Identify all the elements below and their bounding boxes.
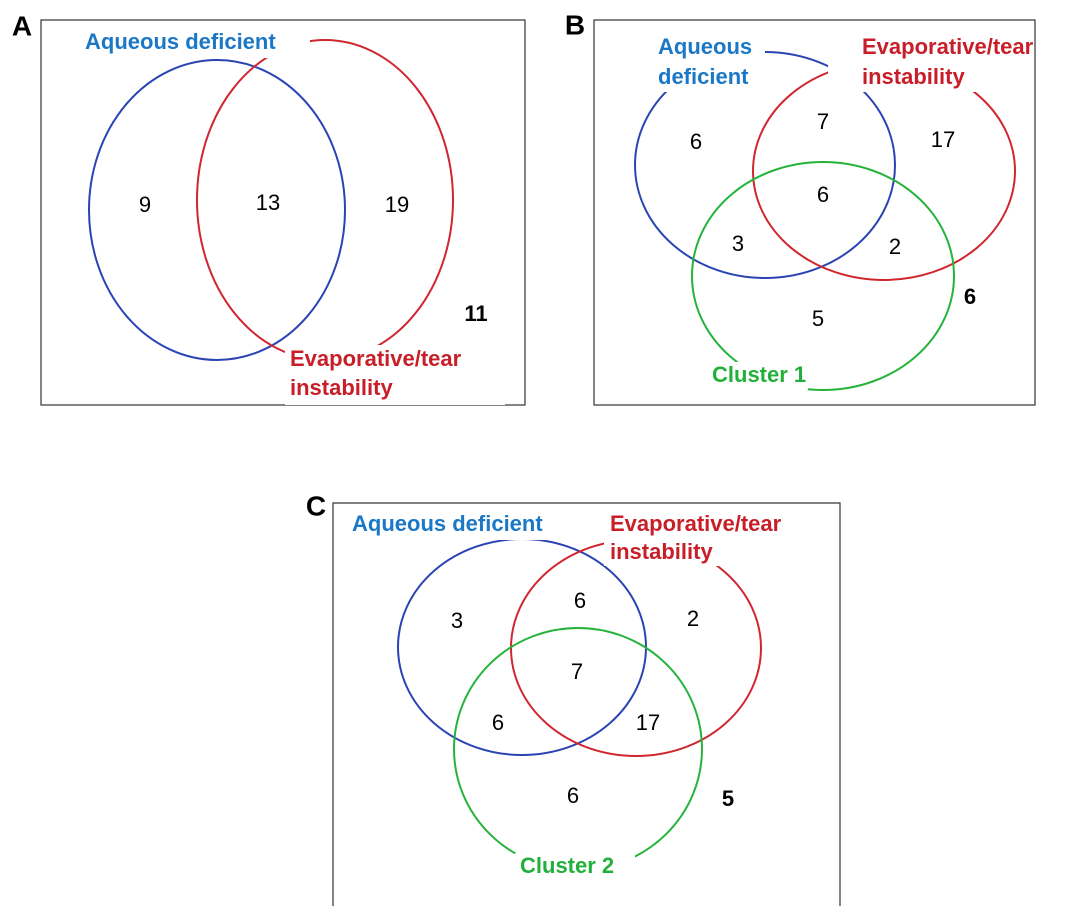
region-count: 17 (636, 710, 660, 735)
region-count: 17 (931, 127, 955, 152)
region-count: 2 (687, 606, 699, 631)
set-label: deficient (658, 64, 749, 89)
region-count: 7 (571, 659, 583, 684)
panel-box (593, 19, 1036, 406)
region-count: 9 (139, 192, 151, 217)
region-count: 3 (732, 231, 744, 256)
region-count: 6 (492, 710, 504, 735)
region-count: 19 (385, 192, 409, 217)
set-label: instability (862, 64, 965, 89)
set-circle (397, 538, 647, 756)
region-count: 5 (812, 306, 824, 331)
outside-count: 5 (722, 786, 734, 811)
region-count: 6 (690, 129, 702, 154)
set-label: Evaporative/tear (862, 34, 1034, 59)
region-count: 2 (889, 234, 901, 259)
set-circle (752, 61, 1016, 281)
set-circle (88, 59, 346, 361)
panel-box (332, 502, 841, 906)
set-label: Cluster 1 (712, 362, 806, 387)
set-label: instability (610, 539, 713, 564)
region-count: 6 (574, 588, 586, 613)
region-count: 13 (256, 190, 280, 215)
set-circle (691, 161, 955, 391)
outside-count: 11 (464, 301, 487, 326)
set-label: Evaporative/tear (610, 511, 782, 536)
panel-letter: A (12, 10, 32, 41)
region-count: 7 (817, 109, 829, 134)
region-count: 6 (817, 182, 829, 207)
region-count: 6 (567, 783, 579, 808)
set-label: instability (290, 375, 393, 400)
outside-count: 6 (964, 284, 976, 309)
set-label: Aqueous deficient (85, 29, 276, 54)
region-count: 3 (451, 608, 463, 633)
set-label: Aqueous (658, 34, 752, 59)
set-circle (196, 39, 454, 361)
set-label: Aqueous deficient (352, 511, 543, 536)
set-label: Cluster 2 (520, 853, 614, 878)
panel-letter: C (306, 490, 326, 521)
set-label: Evaporative/tear (290, 346, 462, 371)
panel-letter: B (565, 9, 585, 40)
panel-box (40, 19, 526, 406)
